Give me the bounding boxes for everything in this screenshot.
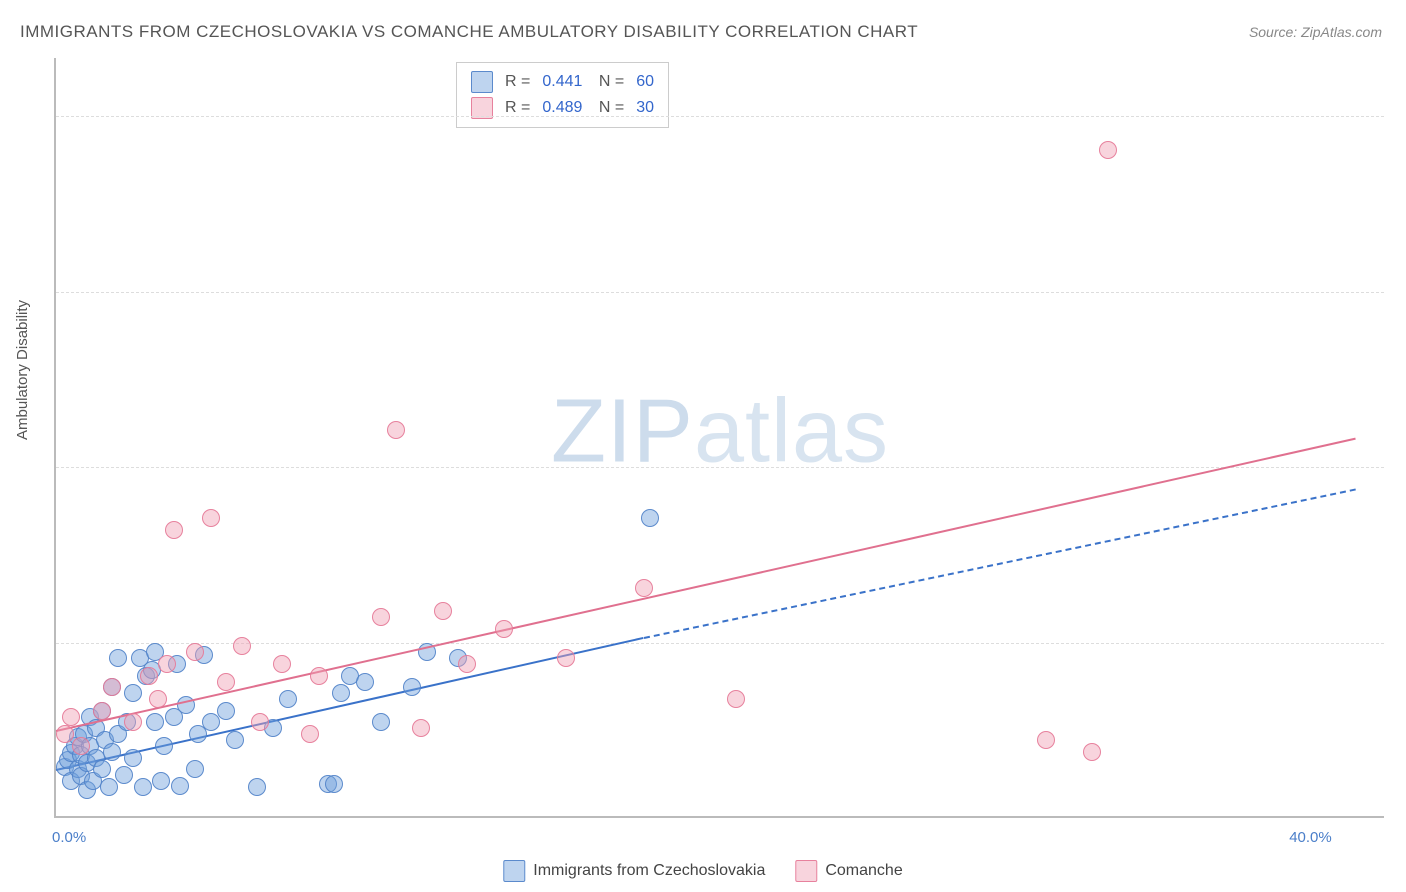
data-point	[202, 509, 220, 527]
trend-line	[56, 438, 1356, 732]
r-label: R =	[505, 73, 530, 91]
source-label: Source: ZipAtlas.com	[1249, 24, 1382, 40]
data-point	[372, 713, 390, 731]
data-point	[248, 778, 266, 796]
n-label: N =	[594, 73, 624, 91]
data-point	[458, 655, 476, 673]
data-point	[103, 743, 121, 761]
chart-title: IMMIGRANTS FROM CZECHOSLOVAKIA VS COMANC…	[20, 22, 918, 42]
plot-area: ZIPatlas R = 0.441 N = 60 R = 0.489 N = …	[54, 58, 1384, 818]
data-point	[124, 713, 142, 731]
data-point	[226, 731, 244, 749]
data-point	[403, 678, 421, 696]
data-point	[155, 737, 173, 755]
data-point	[233, 637, 251, 655]
data-point	[158, 655, 176, 673]
legend-item: Immigrants from Czechoslovakia	[503, 860, 765, 882]
data-point	[186, 643, 204, 661]
data-point	[115, 766, 133, 784]
data-point	[301, 725, 319, 743]
data-point	[279, 690, 297, 708]
r-value: 0.489	[542, 99, 582, 117]
gridline	[56, 467, 1384, 468]
legend-label: Immigrants from Czechoslovakia	[533, 862, 765, 880]
data-point	[325, 775, 343, 793]
data-point	[72, 737, 90, 755]
data-point	[62, 708, 80, 726]
swatch-icon	[503, 860, 525, 882]
legend-stats-row: R = 0.441 N = 60	[471, 69, 654, 95]
chart-container: IMMIGRANTS FROM CZECHOSLOVAKIA VS COMANC…	[0, 0, 1406, 892]
data-point	[434, 602, 452, 620]
data-point	[727, 690, 745, 708]
data-point	[635, 579, 653, 597]
data-point	[103, 678, 121, 696]
data-point	[641, 509, 659, 527]
r-label: R =	[505, 99, 530, 117]
data-point	[134, 778, 152, 796]
n-value: 60	[636, 73, 654, 91]
data-point	[387, 421, 405, 439]
n-label: N =	[594, 99, 624, 117]
trend-line	[643, 488, 1355, 638]
data-point	[146, 713, 164, 731]
data-point	[372, 608, 390, 626]
data-point	[152, 772, 170, 790]
gridline	[56, 292, 1384, 293]
data-point	[332, 684, 350, 702]
x-tick-label: 40.0%	[1289, 829, 1332, 846]
legend-item: Comanche	[795, 860, 902, 882]
data-point	[149, 690, 167, 708]
data-point	[93, 760, 111, 778]
legend-label: Comanche	[825, 862, 902, 880]
bottom-legend: Immigrants from Czechoslovakia Comanche	[503, 860, 902, 882]
legend-stats: R = 0.441 N = 60 R = 0.489 N = 30	[456, 62, 669, 128]
data-point	[100, 778, 118, 796]
data-point	[1099, 141, 1117, 159]
data-point	[217, 702, 235, 720]
data-point	[310, 667, 328, 685]
y-tick-label: 60.0%	[1392, 108, 1406, 125]
data-point	[56, 725, 74, 743]
data-point	[557, 649, 575, 667]
gridline	[56, 116, 1384, 117]
data-point	[356, 673, 374, 691]
swatch-icon	[471, 71, 493, 93]
gridline	[56, 643, 1384, 644]
data-point	[217, 673, 235, 691]
data-point	[1037, 731, 1055, 749]
n-value: 30	[636, 99, 654, 117]
data-point	[109, 649, 127, 667]
data-point	[1083, 743, 1101, 761]
data-point	[124, 749, 142, 767]
data-point	[412, 719, 430, 737]
data-point	[165, 521, 183, 539]
y-tick-label: 30.0%	[1392, 459, 1406, 476]
data-point	[273, 655, 291, 673]
y-tick-label: 45.0%	[1392, 283, 1406, 300]
data-point	[495, 620, 513, 638]
data-point	[140, 667, 158, 685]
data-point	[124, 684, 142, 702]
y-axis-label: Ambulatory Disability	[14, 300, 31, 440]
data-point	[202, 713, 220, 731]
data-point	[251, 713, 269, 731]
swatch-icon	[795, 860, 817, 882]
x-tick-label: 0.0%	[52, 829, 86, 846]
data-point	[93, 702, 111, 720]
r-value: 0.441	[542, 73, 582, 91]
data-point	[186, 760, 204, 778]
data-point	[171, 777, 189, 795]
y-tick-label: 15.0%	[1392, 634, 1406, 651]
